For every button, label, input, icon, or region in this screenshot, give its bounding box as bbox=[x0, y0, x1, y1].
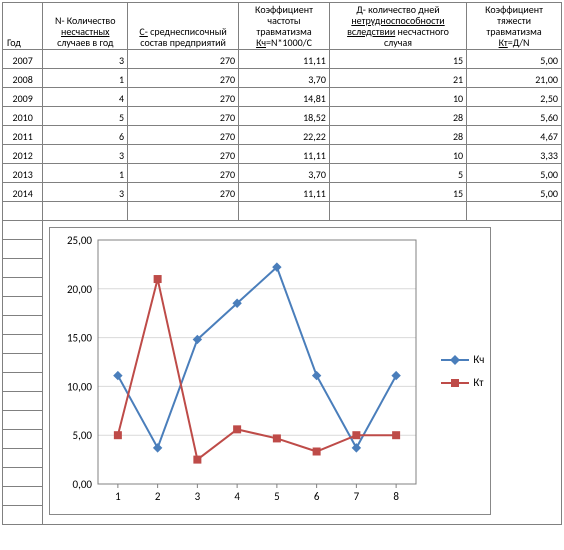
cell-c: 270 bbox=[128, 183, 239, 202]
cell-n: 3 bbox=[43, 183, 128, 202]
cell-kt: 2,50 bbox=[467, 88, 562, 107]
table-row: 201312703,7055,00 bbox=[3, 164, 562, 183]
cell-d: 28 bbox=[329, 107, 466, 126]
cell-kch: 11,11 bbox=[239, 50, 330, 69]
svg-text:0,00: 0,00 bbox=[73, 478, 93, 491]
cell-d: 10 bbox=[329, 145, 466, 164]
cell-c: 270 bbox=[128, 126, 239, 145]
svg-text:25,00: 25,00 bbox=[67, 234, 92, 247]
cell-c: 270 bbox=[128, 50, 239, 69]
cell-kt: 5,00 bbox=[467, 183, 562, 202]
header-row: ГодN- Количество несчастных случаев в го… bbox=[3, 3, 562, 50]
cell-kch: 3,70 bbox=[239, 164, 330, 183]
legend-label: Кч bbox=[473, 353, 484, 366]
table-row: 2010527018,52285,60 bbox=[3, 107, 562, 126]
cell-kt: 5,00 bbox=[467, 164, 562, 183]
cell-n: 1 bbox=[43, 164, 128, 183]
cell-kch: 18,52 bbox=[239, 107, 330, 126]
cell-year: 2008 bbox=[3, 69, 43, 88]
svg-text:20,00: 20,00 bbox=[67, 283, 92, 296]
cell-kch: 14,81 bbox=[239, 88, 330, 107]
cell-d: 28 bbox=[329, 126, 466, 145]
cell-d: 10 bbox=[329, 88, 466, 107]
cell-n: 5 bbox=[43, 107, 128, 126]
cell-year: 2010 bbox=[3, 107, 43, 126]
cell-year: 2012 bbox=[3, 145, 43, 164]
svg-text:15,00: 15,00 bbox=[67, 332, 92, 345]
col-d: Д- количество дней нетрудноспособности в… bbox=[329, 3, 466, 50]
svg-text:6: 6 bbox=[314, 490, 320, 503]
table-row: 2007327011,11155,00 bbox=[3, 50, 562, 69]
cell-c: 270 bbox=[128, 69, 239, 88]
svg-text:7: 7 bbox=[354, 490, 360, 503]
cell-year: 2007 bbox=[3, 50, 43, 69]
svg-text:10,00: 10,00 bbox=[67, 380, 92, 393]
cell-d: 5 bbox=[329, 164, 466, 183]
cell-year: 2011 bbox=[3, 126, 43, 145]
chart-cell: 0,00 5,00 10,00 15,00 20,00 25,00 1 2 3 4 5 6 7 8 Кч Кт bbox=[43, 221, 562, 525]
cell-kt: 21,00 bbox=[467, 69, 562, 88]
cell-kch: 22,22 bbox=[239, 126, 330, 145]
cell-year: 2013 bbox=[3, 164, 43, 183]
svg-text:5,00: 5,00 bbox=[73, 429, 93, 442]
col-c: С- среднесписочный состав предприятий bbox=[128, 3, 239, 50]
cell-kch: 11,11 bbox=[239, 183, 330, 202]
svg-text:8: 8 bbox=[394, 490, 400, 503]
cell-c: 270 bbox=[128, 164, 239, 183]
cell-kt: 4,67 bbox=[467, 126, 562, 145]
line-chart: 0,00 5,00 10,00 15,00 20,00 25,00 1 2 3 4 5 6 7 8 Кч Кт bbox=[49, 227, 491, 515]
chart-legend: Кч Кт bbox=[441, 343, 484, 399]
cell-kt: 3,33 bbox=[467, 145, 562, 164]
col-kch: Коэффициент частоты травматизма Кч=N*100… bbox=[239, 3, 330, 50]
cell-kch: 11,11 bbox=[239, 145, 330, 164]
cell-year: 2009 bbox=[3, 88, 43, 107]
table-row: 2012327011,11103,33 bbox=[3, 145, 562, 164]
cell-n: 3 bbox=[43, 145, 128, 164]
svg-text:4: 4 bbox=[235, 490, 241, 503]
table-row: 2011627022,22284,67 bbox=[3, 126, 562, 145]
cell-d: 21 bbox=[329, 69, 466, 88]
svg-text:2: 2 bbox=[155, 490, 161, 503]
col-n: N- Количество несчастных случаев в год bbox=[43, 3, 128, 50]
table-row: 2014327011,11155,00 bbox=[3, 183, 562, 202]
col-year: Год bbox=[3, 3, 43, 50]
cell-n: 4 bbox=[43, 88, 128, 107]
cell-n: 1 bbox=[43, 69, 128, 88]
cell-kch: 3,70 bbox=[239, 69, 330, 88]
cell-c: 270 bbox=[128, 145, 239, 164]
cell-kt: 5,60 bbox=[467, 107, 562, 126]
table-row: 200812703,702121,00 bbox=[3, 69, 562, 88]
svg-text:1: 1 bbox=[115, 490, 121, 503]
svg-text:5: 5 bbox=[274, 490, 280, 503]
cell-d: 15 bbox=[329, 183, 466, 202]
cell-kt: 5,00 bbox=[467, 50, 562, 69]
legend-label: Кт bbox=[473, 376, 483, 389]
cell-n: 6 bbox=[43, 126, 128, 145]
cell-c: 270 bbox=[128, 88, 239, 107]
cell-d: 15 bbox=[329, 50, 466, 69]
col-kt: Коэффициент тяжести травматизма Кт=Д/N bbox=[467, 3, 562, 50]
data-table: ГодN- Количество несчастных случаев в го… bbox=[2, 2, 562, 525]
table-body: 2007327011,11155,00200812703,702121,0020… bbox=[3, 50, 562, 525]
table-row: 2009427014,81102,50 bbox=[3, 88, 562, 107]
svg-text:3: 3 bbox=[195, 490, 201, 503]
cell-year: 2014 bbox=[3, 183, 43, 202]
cell-n: 3 bbox=[43, 50, 128, 69]
cell-c: 270 bbox=[128, 107, 239, 126]
